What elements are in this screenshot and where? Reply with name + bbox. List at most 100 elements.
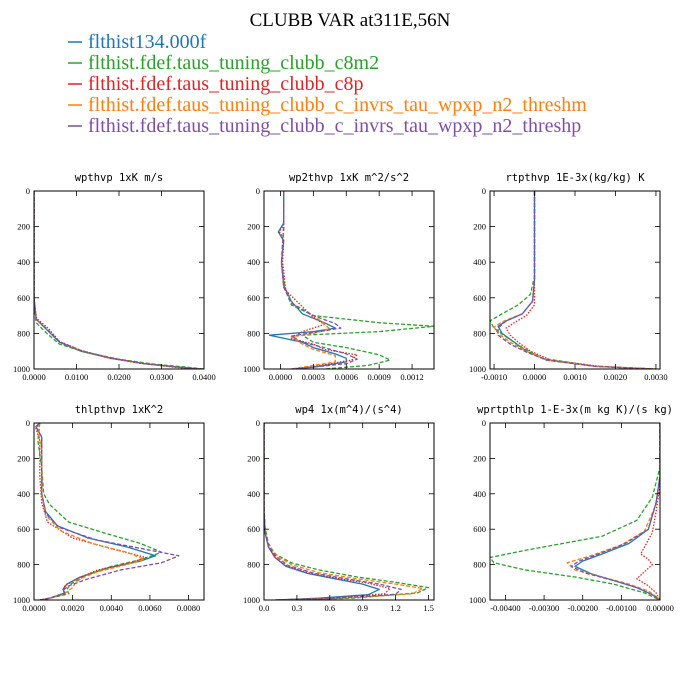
series-group: [264, 423, 430, 600]
series-line: [566, 423, 660, 600]
x-tick-label: 0.0400: [192, 372, 215, 382]
series-line: [505, 191, 657, 369]
series-line: [35, 423, 157, 600]
y-tick-label: 1000: [469, 364, 486, 374]
x-tick-label: 0.0012: [400, 372, 423, 382]
x-tick-label: 0.0000: [22, 372, 45, 382]
y-tick-label: 600: [17, 524, 30, 534]
y-tick-label: 200: [17, 222, 30, 232]
panels: wpthvp 1xK m/s0.0000 0.0100 0.0200 0.0300 0.…: [13, 172, 674, 613]
legend-label: flthist.fdef.taus_tuning_clubb_c_invrs_t…: [88, 115, 581, 137]
legend: flthist134.000fflthist.fdef.taus_tuning_…: [68, 31, 587, 137]
panel-2: wp2thvp 1xK m^2/s^2 0.0000 0.0003 0.0006 0.0…: [243, 172, 435, 382]
series-line: [278, 191, 358, 369]
x-tick-label: 0.0000: [269, 372, 292, 382]
x-tick-label: 0.0100: [65, 372, 88, 382]
series-line: [37, 423, 163, 600]
series-line: [35, 423, 147, 600]
series-line: [280, 191, 358, 369]
y-tick-label: 600: [247, 293, 260, 303]
panel-title: thlpthvp 1xK^2: [75, 404, 164, 416]
x-tick-label: -0.00300: [529, 603, 559, 613]
y-tick-label: 400: [247, 489, 260, 499]
panel-title: wp4 1x(m^4)/(s^4): [295, 404, 402, 416]
series-group: [490, 191, 657, 369]
y-tick-label: 200: [473, 453, 486, 463]
y-tick-label: 800: [247, 560, 260, 570]
x-tick-label: -0.00400: [490, 603, 520, 613]
x-tick-label: 0.3: [292, 603, 303, 613]
y-tick-label: 800: [473, 560, 486, 570]
y-tick-label: 0: [26, 186, 30, 196]
series-line: [497, 191, 652, 369]
x-tick-label: 0.0200: [107, 372, 130, 382]
y-tick-label: 1000: [13, 364, 30, 374]
x-tick-label: 0.0000: [22, 603, 45, 613]
y-tick-label: 400: [473, 489, 486, 499]
legend-label: flthist.fdef.taus_tuning_clubb_c_invrs_t…: [88, 94, 587, 116]
series-line: [490, 423, 660, 600]
y-tick-label: 200: [17, 453, 30, 463]
series-line: [264, 423, 424, 600]
y-tick-label: 800: [17, 560, 30, 570]
series-group: [34, 191, 204, 369]
x-tick-label: 0.0040: [100, 603, 123, 613]
plot-frame: [33, 422, 205, 601]
y-tick-label: 1000: [243, 595, 260, 605]
x-tick-label: 0.0006: [335, 372, 358, 382]
plot-frame: [489, 190, 661, 370]
panel-5: wp4 1x(m^4)/(s^4) 0.0 0.3 0.6 0.9 1.2 1.5 0 200 4…: [243, 404, 435, 613]
series-line: [264, 423, 391, 600]
y-tick-label: 600: [247, 524, 260, 534]
y-tick-label: 800: [17, 328, 30, 338]
series-line: [37, 423, 145, 600]
series-line: [636, 423, 660, 600]
figure-title: CLUBB VAR at311E,56N: [250, 10, 451, 31]
y-tick-label: 0: [256, 418, 260, 428]
panel-1: wpthvp 1xK m/s 0.0000 0.0100 0.0200 0.0300 0.…: [13, 172, 216, 382]
y-tick-label: 0: [26, 418, 30, 428]
x-tick-label: -0.0010: [481, 372, 507, 382]
y-tick-label: 1000: [469, 595, 486, 605]
legend-label: flthist.fdef.taus_tuning_clubb_c8p: [88, 73, 364, 95]
series-group: [268, 191, 434, 369]
y-tick-label: 1000: [13, 595, 30, 605]
x-tick-label: 0.0300: [150, 372, 173, 382]
y-tick-label: 400: [473, 257, 486, 267]
x-tick-label: 0.0060: [138, 603, 161, 613]
x-tick-label: 0.0000: [523, 372, 546, 382]
x-tick-label: 0.9: [357, 603, 368, 613]
y-tick-label: 200: [247, 222, 260, 232]
x-tick-label: 0.0: [259, 603, 270, 613]
panel-title: wprtpthlp 1-E-3x(m kg K)/(s kg): [477, 404, 673, 416]
y-tick-label: 400: [17, 257, 30, 267]
y-tick-label: 200: [473, 222, 486, 232]
y-tick-label: 0: [482, 418, 486, 428]
y-tick-label: 200: [247, 453, 260, 463]
x-tick-label: 0.0003: [302, 372, 325, 382]
x-tick-label: 1.5: [423, 603, 434, 613]
series-line: [264, 423, 380, 600]
panel-3: rtpthvp 1E-3x(kg/kg) K -0.0010 0.0000 0.001…: [469, 172, 668, 382]
x-tick-label: -0.00100: [606, 603, 636, 613]
legend-label: flthist.fdef.taus_tuning_clubb_c8m2: [88, 52, 379, 74]
x-tick-label: 0.00000: [646, 603, 674, 613]
y-tick-label: 600: [17, 293, 30, 303]
x-tick-label: 0.6: [324, 603, 335, 613]
panel-title: wpthvp 1xK m/s: [75, 172, 164, 184]
series-line: [34, 191, 196, 369]
plot-frame: [489, 422, 661, 601]
x-tick-label: 0.0020: [61, 603, 84, 613]
series-line: [35, 423, 180, 600]
x-tick-label: 0.0030: [644, 372, 667, 382]
series-group: [490, 423, 660, 600]
plot-frame: [263, 422, 435, 601]
series-line: [34, 191, 200, 369]
x-tick-label: 0.0010: [563, 372, 586, 382]
panel-title: wp2thvp 1xK m^2/s^2: [289, 172, 409, 184]
plot-frame: [263, 190, 435, 370]
y-tick-label: 800: [247, 328, 260, 338]
series-group: [35, 423, 180, 600]
x-tick-label: 0.0080: [177, 603, 200, 613]
